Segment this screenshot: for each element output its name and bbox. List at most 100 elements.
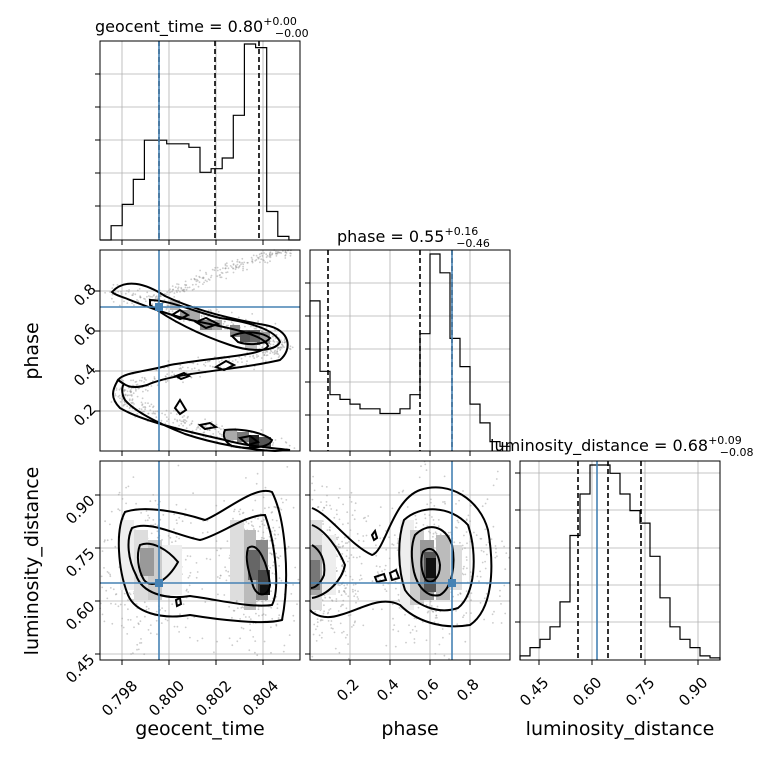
sample-point: [156, 297, 159, 299]
sample-point: [155, 619, 158, 622]
sample-point: [168, 310, 171, 313]
sample-point: [493, 610, 495, 613]
sample-point: [227, 324, 230, 327]
sample-point: [485, 592, 488, 595]
sample-point: [209, 425, 212, 428]
sample-point: [167, 418, 170, 421]
sample-point: [171, 290, 173, 293]
sample-point: [289, 254, 292, 257]
sample-point: [379, 565, 381, 568]
histogram-distance: [519, 464, 721, 660]
sample-point: [274, 329, 277, 332]
sample-point: [311, 482, 313, 485]
sample-point: [351, 514, 354, 516]
sample-point: [173, 296, 176, 298]
sample-point: [339, 584, 341, 587]
sample-point: [125, 486, 127, 489]
sample-point: [501, 540, 503, 543]
sample-point: [176, 419, 179, 421]
sample-point: [164, 422, 167, 425]
sample-point: [337, 536, 340, 539]
sample-point: [479, 570, 481, 573]
sample-point: [103, 567, 105, 569]
sample-point: [340, 605, 342, 608]
sample-point: [351, 578, 354, 581]
sample-point: [456, 519, 459, 522]
sample-point: [146, 389, 149, 392]
sample-point: [357, 590, 359, 593]
sample-point: [291, 346, 294, 349]
sample-point: [218, 577, 221, 580]
sample-point: [231, 266, 233, 268]
tick-label-phase-x-0: 0.2: [333, 675, 363, 705]
sample-point: [127, 599, 129, 601]
sample-point: [278, 526, 281, 529]
sample-point: [252, 355, 255, 358]
sample-point: [260, 429, 263, 431]
sample-point: [187, 415, 189, 418]
sample-point: [420, 465, 422, 468]
sample-point: [195, 576, 198, 579]
sample-point: [220, 428, 222, 431]
sample-point: [228, 637, 231, 640]
sample-point: [147, 607, 150, 610]
sample-point: [143, 378, 146, 380]
sample-point: [152, 410, 155, 413]
sample-point: [258, 614, 260, 617]
sample-point: [347, 614, 350, 617]
sample-point: [470, 612, 472, 614]
sample-point: [222, 428, 225, 430]
sample-point: [146, 519, 149, 522]
sample-point: [177, 283, 180, 286]
sample-point: [263, 252, 266, 254]
sample-point: [174, 540, 177, 543]
sample-point: [339, 622, 342, 625]
sample-point: [118, 388, 121, 391]
sample-point: [225, 271, 228, 274]
sample-point: [425, 604, 428, 606]
sample-point: [222, 323, 225, 325]
sample-point: [266, 351, 269, 353]
sample-point: [250, 256, 253, 259]
sample-point: [328, 526, 331, 529]
sample-point: [154, 297, 157, 300]
sample-point: [236, 260, 239, 263]
sample-point: [116, 284, 119, 286]
sample-point: [283, 339, 286, 342]
sample-point: [144, 388, 147, 391]
sample-point: [278, 614, 281, 617]
sample-point: [182, 603, 185, 606]
sample-point: [261, 614, 264, 617]
sample-point: [160, 419, 163, 422]
sample-point: [253, 368, 256, 371]
sample-point: [231, 360, 234, 362]
sample-point: [282, 345, 284, 348]
sample-point: [232, 267, 235, 270]
sample-point: [142, 390, 144, 393]
sample-point: [245, 363, 248, 366]
tick-label-distance-y-3: 0.90: [62, 491, 98, 527]
sample-point: [165, 375, 167, 378]
tick-label-distance-y-2: 0.75: [62, 544, 98, 580]
sample-point: [171, 285, 174, 287]
sample-point: [177, 464, 180, 467]
sample-point: [377, 577, 380, 579]
sample-point: [261, 346, 264, 349]
sample-point: [117, 290, 120, 293]
sample-point: [110, 510, 113, 513]
sample-point: [436, 616, 438, 619]
sample-point: [182, 320, 185, 322]
sample-point: [381, 570, 383, 573]
sample-point: [252, 525, 255, 528]
sample-point: [219, 276, 222, 279]
sample-point: [430, 498, 432, 501]
sample-point: [406, 506, 409, 508]
sample-point: [238, 510, 240, 513]
sample-point: [136, 395, 139, 398]
sample-point: [167, 360, 170, 363]
sample-point: [354, 589, 357, 592]
sample-point: [318, 634, 321, 637]
sample-point: [462, 567, 465, 570]
sample-point: [155, 610, 158, 613]
